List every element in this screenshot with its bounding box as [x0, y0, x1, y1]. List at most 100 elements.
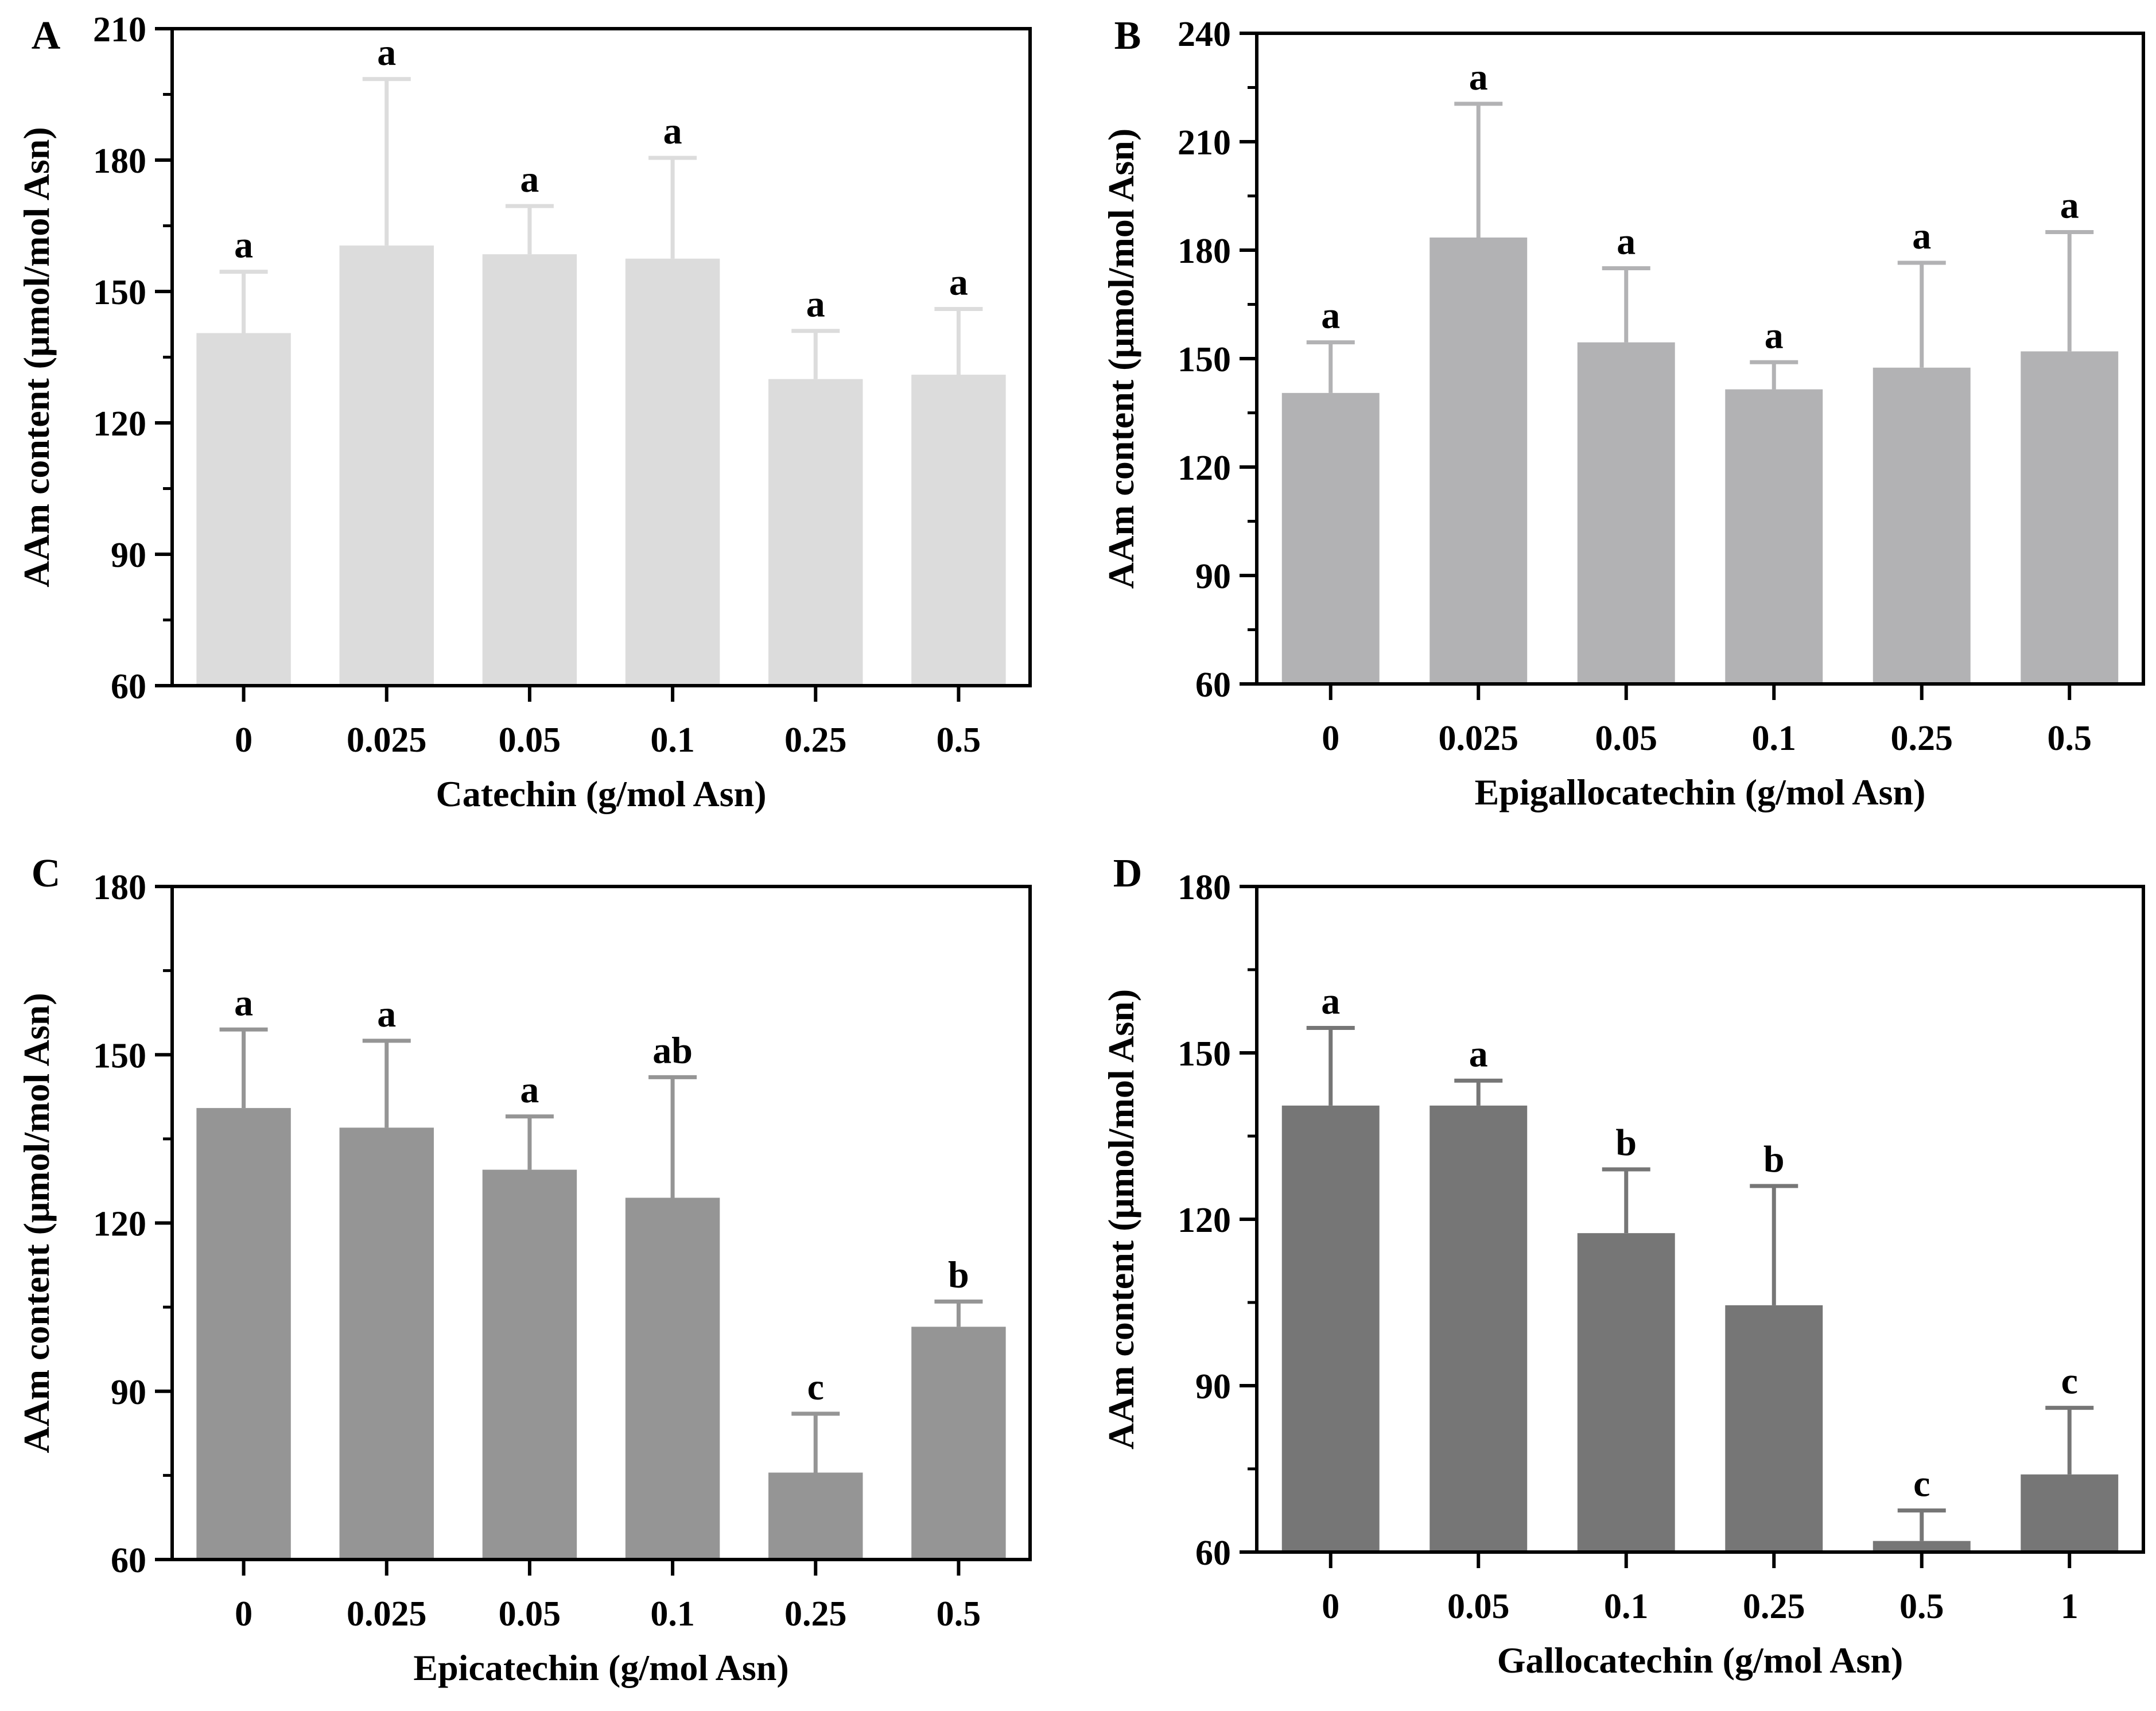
significance-letter: a	[1321, 295, 1340, 337]
bar	[1429, 1105, 1528, 1552]
x-tick-label: 0.5	[937, 721, 981, 760]
y-axis-title: AAm content (μmol/mol Asn)	[16, 127, 57, 587]
panel-label: A	[32, 14, 61, 58]
x-tick-label: 0	[235, 721, 252, 760]
y-tick-label: 210	[93, 10, 146, 49]
y-tick-label: 90	[1195, 557, 1231, 596]
x-tick-label: 0.05	[1447, 1587, 1510, 1626]
x-tick-label: 0.5	[937, 1595, 981, 1634]
significance-letter: c	[807, 1366, 824, 1408]
y-tick-label: 240	[1178, 15, 1231, 54]
x-axis-title: Gallocatechin (g/mol Asn)	[1497, 1640, 1904, 1681]
y-axis-title: AAm content (μmol/mol Asn)	[16, 993, 57, 1453]
y-tick-label: 150	[93, 1036, 146, 1075]
y-tick-label: 90	[111, 1373, 146, 1412]
x-tick-label: 0.1	[650, 1595, 695, 1634]
bar	[625, 1197, 720, 1560]
significance-letter: a	[806, 283, 825, 325]
bar	[196, 333, 291, 686]
y-tick-label: 180	[93, 868, 146, 907]
bar	[2021, 351, 2119, 684]
panel-label: C	[32, 851, 61, 896]
panel-label: B	[1114, 14, 1141, 58]
plot-frame	[1255, 885, 2145, 1554]
bar	[1873, 367, 1971, 684]
significance-letter: c	[1913, 1463, 1930, 1505]
significance-letter: a	[2060, 185, 2079, 227]
plot-frame	[1255, 32, 2145, 686]
y-tick-label: 180	[1178, 868, 1231, 907]
plot-frame	[170, 885, 1032, 1561]
chart-panel-d: Da 0 a 0.05 b 0.1 b 0.25 c 0.5 c 1 60 90 120 150 180 Gall…	[1101, 851, 2145, 1681]
x-tick-label: 0.05	[499, 1595, 561, 1634]
significance-letter: a	[1912, 215, 1931, 257]
significance-letter: a	[234, 982, 253, 1024]
significance-letter: b	[1615, 1122, 1637, 1164]
bar	[482, 254, 577, 686]
significance-letter: a	[1617, 221, 1636, 263]
y-tick-label: 90	[1195, 1367, 1231, 1406]
significance-letter: a	[377, 32, 396, 73]
x-tick-label: 0.5	[1899, 1587, 1944, 1626]
bar	[1725, 389, 1823, 684]
bar	[196, 1108, 291, 1560]
y-tick-label: 120	[1178, 1201, 1231, 1240]
y-tick-label: 180	[93, 142, 146, 181]
y-tick-label: 120	[93, 1205, 146, 1244]
significance-letter: c	[2061, 1360, 2078, 1402]
y-tick-label: 60	[1195, 1534, 1231, 1573]
x-tick-label: 0	[1322, 1587, 1339, 1626]
significance-letter: a	[663, 110, 682, 152]
plot-frame	[170, 27, 1032, 687]
x-tick-label: 0.05	[1595, 719, 1658, 758]
y-tick-label: 210	[1178, 123, 1231, 162]
y-tick-label: 90	[111, 536, 146, 575]
bar	[1281, 392, 1380, 684]
significance-letter: a	[234, 224, 253, 266]
bar	[1577, 1233, 1675, 1552]
y-tick-label: 180	[1178, 232, 1231, 271]
x-tick-label: 0	[235, 1595, 252, 1634]
significance-letter: a	[1469, 56, 1488, 98]
bar	[911, 1327, 1006, 1560]
bar	[1281, 1105, 1380, 1552]
x-tick-label: 1	[2061, 1587, 2079, 1626]
x-tick-label: 0.025	[1439, 719, 1519, 758]
significance-letter: a	[377, 993, 396, 1035]
y-tick-label: 60	[1195, 666, 1231, 705]
chart-panel-c: Ca 0 a 0.025 a 0.05 ab 0.1 c 0.25 b 0.5 60 90 120 150 18…	[16, 851, 1032, 1688]
significance-letter: a	[1469, 1033, 1488, 1075]
bar	[768, 379, 863, 686]
significance-letter: b	[1763, 1138, 1785, 1180]
x-axis-title: Epigallocatechin (g/mol Asn)	[1475, 772, 1926, 812]
bar	[911, 375, 1006, 686]
y-tick-label: 120	[1178, 449, 1231, 488]
y-tick-label: 150	[1178, 1035, 1231, 1074]
bar	[339, 245, 434, 686]
significance-letter: b	[948, 1254, 969, 1296]
significance-letter: a	[520, 1069, 539, 1111]
bar	[1873, 1541, 1971, 1552]
x-tick-label: 0.025	[347, 1595, 427, 1634]
significance-letter: a	[1765, 314, 1784, 356]
x-tick-label: 0.25	[1891, 719, 1953, 758]
x-tick-label: 0.5	[2048, 719, 2092, 758]
y-tick-label: 150	[1178, 340, 1231, 379]
x-tick-label: 0.25	[784, 721, 847, 760]
bar	[482, 1169, 577, 1560]
y-axis-title: AAm content (μmol/mol Asn)	[1101, 989, 1141, 1449]
x-axis-title: Epicatechin (g/mol Asn)	[413, 1647, 788, 1688]
bar	[625, 258, 720, 686]
y-tick-label: 60	[111, 667, 146, 706]
x-tick-label: 0.25	[784, 1595, 847, 1634]
x-tick-label: 0.1	[1752, 719, 1797, 758]
bar	[1577, 342, 1675, 684]
significance-letter: ab	[652, 1029, 693, 1071]
x-tick-label: 0.1	[650, 721, 695, 760]
panel-label: D	[1113, 851, 1143, 896]
y-axis-title: AAm content (μmol/mol Asn)	[1101, 129, 1141, 589]
significance-letter: a	[949, 262, 968, 304]
significance-letter: a	[1321, 981, 1340, 1022]
bar	[1725, 1305, 1823, 1552]
